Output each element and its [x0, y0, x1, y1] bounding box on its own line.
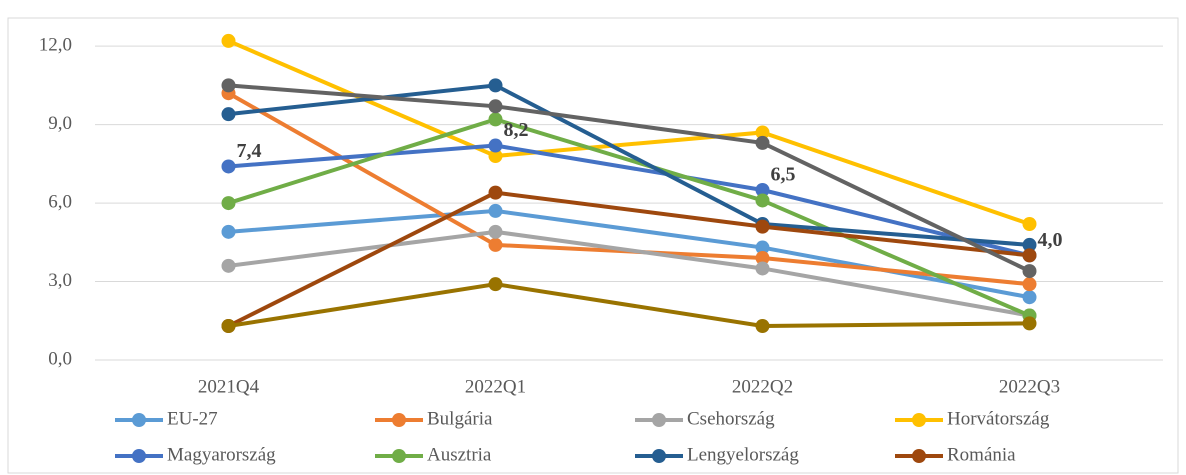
data-label: 8,2 — [504, 119, 529, 141]
y-tick-label: 6,0 — [48, 191, 72, 212]
point — [755, 193, 770, 208]
series-line — [228, 83, 1031, 273]
point — [1022, 316, 1037, 331]
x-tick-label: 2022Q3 — [999, 376, 1060, 397]
legend-marker — [912, 413, 926, 427]
legend-marker — [392, 449, 406, 463]
legend-marker — [132, 413, 146, 427]
legend-label: Bulgária — [427, 408, 493, 429]
series-line — [228, 282, 1030, 329]
point — [1022, 290, 1037, 305]
point — [755, 251, 770, 265]
legend-label: Románia — [947, 444, 1016, 465]
series-line — [228, 229, 1030, 318]
x-tick-label: 2021Q4 — [198, 376, 260, 397]
series-line — [227, 117, 1031, 318]
series-line — [228, 143, 1030, 258]
point — [221, 159, 236, 174]
x-tick-label: 2022Q1 — [465, 376, 526, 397]
point — [221, 196, 236, 211]
point — [1022, 264, 1037, 279]
legend-marker — [912, 449, 926, 463]
point — [755, 183, 770, 197]
series-line — [228, 208, 1030, 300]
point — [488, 185, 503, 200]
legend-label: Horvátország — [947, 408, 1050, 429]
point — [755, 319, 770, 333]
point — [488, 138, 503, 153]
legend-label: Magyarország — [167, 444, 276, 465]
point — [488, 237, 503, 252]
point — [221, 33, 236, 48]
point — [755, 240, 770, 255]
data-label: 4,0 — [1038, 229, 1063, 251]
y-tick-label: 3,0 — [48, 270, 72, 291]
data-label: 6,5 — [771, 164, 796, 186]
point — [488, 203, 503, 218]
series-line — [227, 39, 1031, 226]
point — [1022, 217, 1037, 231]
legend-marker — [652, 413, 666, 427]
x-tick-label: 2022Q2 — [732, 376, 793, 397]
legend-label: Ausztria — [427, 444, 492, 465]
point — [488, 277, 503, 292]
series-line — [227, 190, 1030, 328]
point — [488, 99, 503, 114]
legend-label: EU-27 — [167, 408, 218, 429]
legend-label: Csehország — [687, 408, 775, 429]
y-tick-label: 9,0 — [48, 113, 72, 134]
point — [755, 261, 770, 276]
point — [221, 78, 236, 93]
point — [755, 125, 770, 140]
point — [755, 219, 770, 234]
point — [488, 224, 503, 239]
point — [221, 258, 236, 273]
point — [488, 78, 503, 93]
point — [1022, 237, 1037, 252]
point — [221, 107, 236, 122]
y-tick-label: 0,0 — [48, 348, 72, 369]
point — [755, 135, 770, 150]
y-tick-label: 12,0 — [39, 35, 72, 56]
legend-marker — [132, 449, 146, 463]
point — [1022, 277, 1037, 292]
series-line — [227, 91, 1030, 287]
chart-border — [7, 17, 1179, 474]
legend-marker — [652, 449, 666, 463]
series-line — [228, 83, 1030, 247]
point — [1022, 248, 1037, 263]
point — [221, 224, 236, 239]
point — [488, 149, 503, 163]
point — [488, 112, 503, 127]
legend-label: Lengyelország — [687, 444, 799, 465]
data-label: 7,4 — [237, 140, 262, 162]
legend-marker — [392, 413, 406, 427]
point — [221, 319, 236, 333]
